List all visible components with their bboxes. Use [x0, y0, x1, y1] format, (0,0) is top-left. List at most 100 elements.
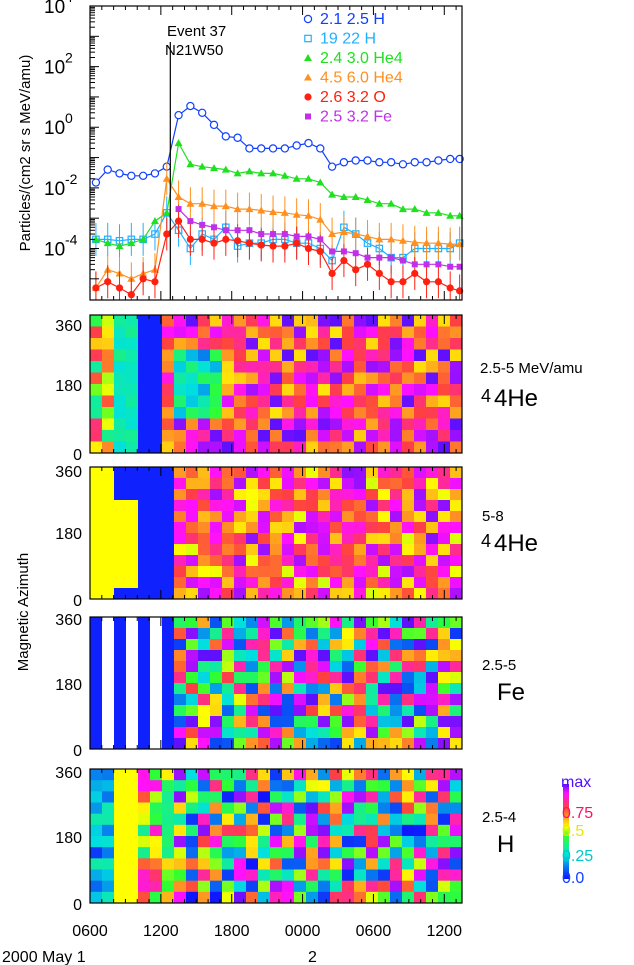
heatmap-cell — [126, 326, 139, 339]
data-point — [174, 139, 183, 147]
heatmap-cell — [222, 847, 235, 859]
data-point — [103, 165, 112, 174]
colorbar-label-075: 0.75 — [562, 805, 593, 822]
heatmap-cell — [354, 478, 367, 490]
heatmap-cell — [282, 533, 295, 545]
heatmap-cell — [234, 628, 247, 640]
heatmap-cell — [402, 661, 415, 673]
legend-label: 2.4 3.0 He4 — [320, 50, 403, 67]
heatmap-cell — [378, 791, 391, 803]
heatmap-cell — [126, 489, 139, 501]
legend-marker — [305, 113, 311, 120]
heatmap-cell — [306, 738, 319, 750]
heatmap-cell — [222, 694, 235, 706]
heatmap-cell — [438, 650, 451, 662]
heatmap-cell — [174, 566, 187, 578]
heatmap-cell — [342, 533, 355, 545]
heatmap-cell — [306, 672, 319, 684]
heatmap-cell — [246, 836, 259, 848]
data-point — [399, 257, 406, 264]
heatmap-cell — [342, 467, 355, 479]
heatmap-cell — [342, 617, 355, 629]
heatmap-cell — [366, 577, 379, 589]
heatmap-cell — [234, 738, 247, 750]
heatmap-cell — [354, 544, 367, 556]
heatmap-cell — [174, 661, 187, 673]
data-point — [363, 195, 372, 203]
heatmap-cell — [114, 880, 127, 893]
heatmap-cell — [114, 891, 127, 904]
heatmap-cell — [390, 511, 403, 523]
data-point — [293, 233, 300, 240]
heatmap-cell — [414, 880, 427, 893]
heatmap-cell — [186, 847, 199, 859]
heatmap-cell — [414, 869, 427, 882]
heatmap-species-label: Fe — [497, 679, 525, 706]
svg-text:10: 10 — [44, 0, 65, 18]
heatmap-cell — [330, 858, 343, 870]
heatmap-energy-label: 2.5-4 — [482, 809, 516, 826]
heatmap-cell — [294, 824, 307, 837]
heatmap-cell — [354, 588, 367, 600]
heatmap-cell — [366, 467, 379, 479]
heatmap-cell — [450, 588, 463, 600]
heatmap-cell — [210, 407, 223, 419]
heatmap-cell — [222, 500, 235, 512]
data-point — [257, 144, 266, 153]
data-point — [221, 202, 230, 210]
heatmap-cell — [354, 780, 367, 792]
heatmap-cell — [186, 418, 199, 431]
heatmap-cell — [126, 847, 139, 859]
data-point — [398, 236, 407, 244]
heatmap-cell — [282, 349, 295, 362]
heatmap-cell — [414, 727, 427, 739]
heatmap-cell — [438, 326, 451, 339]
heatmap-cell — [402, 441, 415, 454]
heatmap-cell — [246, 555, 259, 567]
heatmap-cell — [258, 672, 271, 684]
heatmap-cell — [330, 467, 343, 479]
heatmap-cell — [330, 672, 343, 684]
heatmap-cell — [450, 650, 463, 662]
heatmap-cell — [198, 544, 211, 556]
heatmap-cell — [258, 511, 271, 523]
heatmap-cell — [378, 566, 391, 578]
heatmap-cell — [234, 813, 247, 826]
heatmap-cell — [174, 441, 187, 454]
heatmap-cell — [210, 780, 223, 792]
heatmap-cell — [414, 617, 427, 629]
heatmap-cell — [438, 683, 451, 695]
heatmap-cell — [102, 326, 115, 339]
heatmap-cell — [438, 566, 451, 578]
heatmap-cell — [402, 628, 415, 640]
heatmap-cell — [306, 869, 319, 882]
heatmap-cell — [102, 769, 115, 781]
heatmap-cell — [378, 478, 391, 490]
heatmap-cell — [150, 824, 163, 837]
colorbar-label-00: 0.0 — [562, 870, 584, 887]
heatmap-cell — [438, 858, 451, 870]
heatmap-cell — [318, 511, 331, 523]
data-point — [210, 202, 218, 210]
heatmap-cell — [390, 738, 403, 750]
heatmap-cell — [282, 891, 295, 904]
heatmap-cell — [210, 349, 223, 362]
heatmap-cell — [222, 891, 235, 904]
y-tick-360: 360 — [55, 765, 82, 782]
heatmap-cell — [90, 738, 103, 750]
heatmap-cell — [198, 467, 211, 479]
heatmap-cell — [246, 891, 259, 904]
heatmap-cell — [162, 489, 175, 501]
data-point — [387, 278, 395, 286]
heatmap-cell — [438, 661, 451, 673]
heatmap-cell — [330, 395, 343, 408]
heatmap-cell — [162, 478, 175, 490]
heatmap-cell — [426, 588, 439, 600]
heatmap-cell — [186, 639, 199, 651]
data-point — [139, 235, 148, 243]
heatmap-cell — [378, 802, 391, 815]
heatmap-cell — [138, 478, 151, 490]
heatmap-cell — [270, 791, 283, 803]
data-point — [186, 199, 195, 207]
heatmap-cell — [198, 769, 211, 781]
